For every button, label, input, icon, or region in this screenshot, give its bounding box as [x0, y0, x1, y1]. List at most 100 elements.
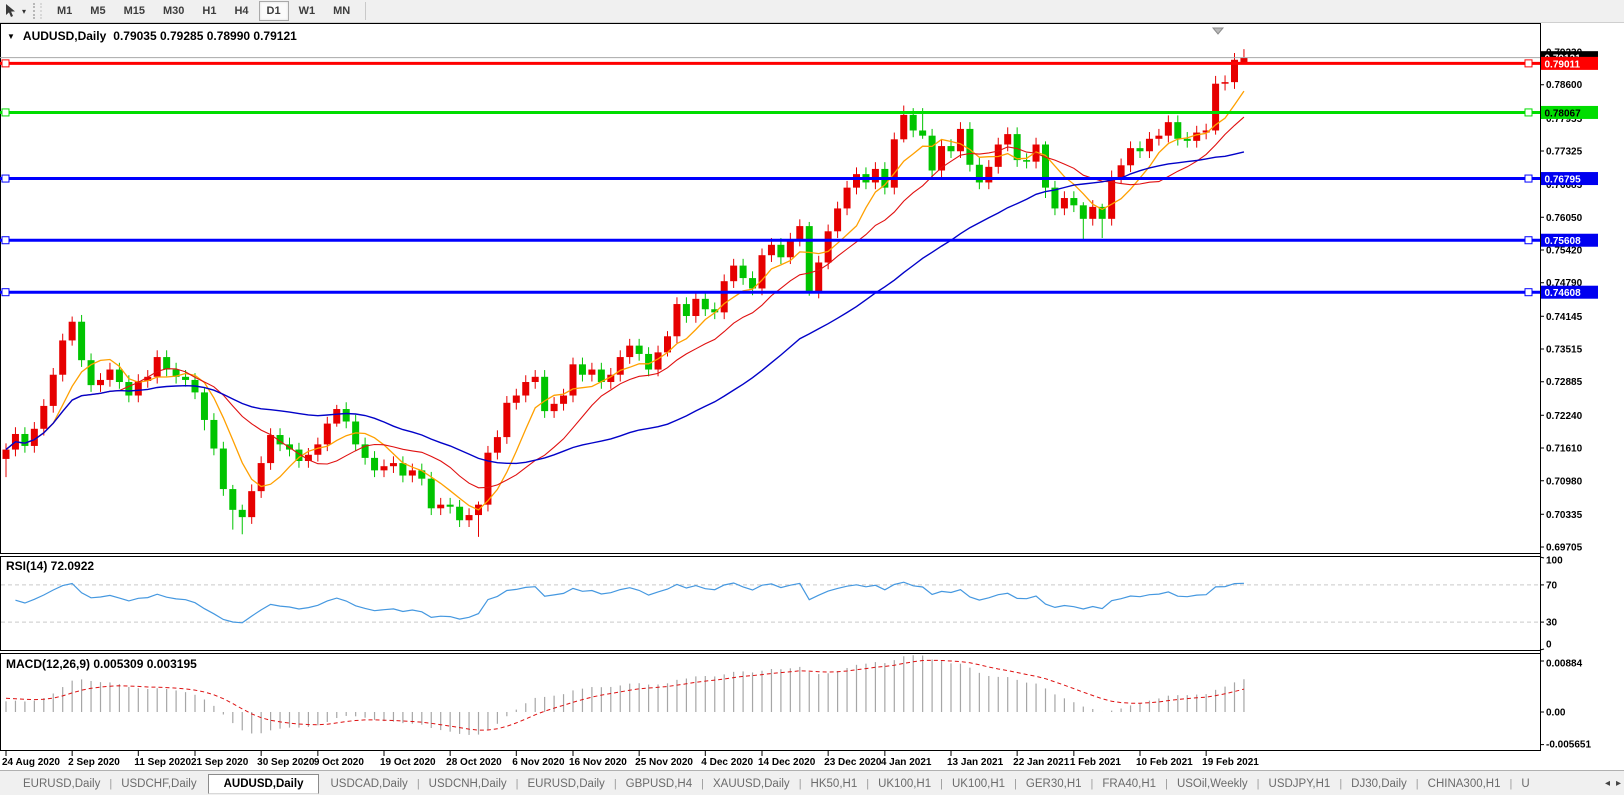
- symbol-tab-fra40-h1[interactable]: FRA40,H1: [1102, 777, 1157, 790]
- price-tick-label: 0.69705: [1546, 543, 1583, 554]
- timeframe-button-M1[interactable]: M1: [57, 5, 73, 17]
- date-label: 19 Oct 2020: [380, 757, 436, 768]
- date-label: 1 Feb 2021: [1070, 757, 1122, 768]
- symbol-tab-usdchf-daily[interactable]: USDCHF,Daily: [121, 777, 197, 790]
- date-label: 10 Feb 2021: [1136, 757, 1193, 768]
- symbol-tab-ger30-h1[interactable]: GER30,H1: [1025, 777, 1082, 790]
- date-label: 24 Aug 2020: [2, 757, 60, 768]
- support-line-blue-1-handle[interactable]: [1524, 174, 1533, 183]
- price-tick-label: 0.77955: [1546, 114, 1583, 125]
- resistance-line-red-badge: [1541, 56, 1598, 70]
- support-line-blue-2-badge: [1541, 233, 1598, 247]
- chart-ohlc-label: 0.79035 0.79285 0.78990 0.79121: [113, 29, 297, 43]
- timeframe-button-H4[interactable]: H4: [234, 5, 249, 17]
- macd-tick-label: -0.005651: [1546, 740, 1591, 751]
- price-tick-label: 0.74790: [1546, 278, 1583, 289]
- chart-tabs: EURUSD,Daily | USDCHF,Daily AUDUSD,Daily USD…: [0, 771, 1539, 795]
- symbol-tab-hk50-h1[interactable]: HK50,H1: [810, 777, 858, 790]
- tab-separator: |: [1165, 777, 1168, 790]
- macd-tick-label: 0.00: [1546, 708, 1566, 719]
- chart-canvas[interactable]: 0.792300.786000.779550.773250.766850.760…: [0, 23, 1624, 770]
- support-line-blue-2-handle[interactable]: [1524, 236, 1533, 245]
- tab-separator: |: [1256, 777, 1260, 790]
- symbol-tab-china300-h1[interactable]: CHINA300,H1: [1427, 777, 1501, 790]
- support-line-blue-1-badge: [1541, 172, 1598, 186]
- symbol-tab-eurusd-daily[interactable]: EURUSD,Daily: [23, 777, 101, 790]
- symbol-tab-u[interactable]: U: [1521, 777, 1530, 790]
- rsi-line: [15, 581, 1244, 624]
- toolbar-separator: [365, 2, 367, 20]
- tab-separator: |: [515, 777, 519, 790]
- date-label: 23 Dec 2020: [824, 757, 882, 768]
- rsi-tick-label: 0: [1546, 640, 1552, 651]
- chart-window[interactable]: 0.792300.786000.779550.773250.766850.760…: [0, 23, 1624, 770]
- timeframe-button-W1[interactable]: W1: [298, 5, 316, 17]
- timeframe-button-M15[interactable]: M15: [123, 5, 145, 17]
- chart-collapse-icon[interactable]: ▼: [7, 31, 15, 41]
- price-tick-label: 0.74145: [1546, 312, 1583, 323]
- date-label: 4 Dec 2020: [701, 757, 753, 768]
- symbol-tab-dj30-daily[interactable]: DJ30,Daily: [1351, 777, 1407, 790]
- symbol-tab-usdcnh-daily[interactable]: USDCNH,Daily: [428, 777, 507, 790]
- date-label: 30 Sep 2020: [257, 757, 315, 768]
- main-panel: [0, 23, 1541, 554]
- support-line-blue-2-handle[interactable]: [1, 236, 10, 245]
- pointer-tool-button[interactable]: ▾: [0, 1, 29, 21]
- date-label: 2 Sep 2020: [68, 757, 120, 768]
- support-line-blue-3-handle[interactable]: [1524, 288, 1533, 297]
- rsi-indicator-label: RSI(14) 72.0922: [6, 559, 95, 573]
- tab-separator: |: [1014, 777, 1017, 790]
- level-line-green-handle[interactable]: [1, 108, 10, 117]
- symbol-tab-gbpusd-h4[interactable]: GBPUSD,H4: [625, 777, 693, 790]
- timeframe-button-H1[interactable]: H1: [202, 5, 217, 17]
- support-line-blue-1-handle[interactable]: [1, 174, 10, 183]
- symbol-tab-audusd-daily[interactable]: AUDUSD,Daily: [207, 773, 320, 794]
- price-tick-label: 0.78600: [1546, 80, 1583, 91]
- price-tick-label: 0.76050: [1546, 213, 1583, 224]
- price-tick-label: 0.75420: [1546, 246, 1583, 257]
- ma-mid-red: [5, 116, 1245, 489]
- tab-separator: |: [1509, 777, 1513, 790]
- macd-indicator-label: MACD(12,26,9) 0.005309 0.003195: [6, 657, 197, 671]
- price-badge-label: 0.74608: [1545, 288, 1582, 299]
- price-badge-label: 0.76795: [1545, 175, 1582, 186]
- symbol-tab-eurusd-daily[interactable]: EURUSD,Daily: [527, 777, 605, 790]
- support-line-blue-3-handle[interactable]: [1, 288, 10, 297]
- date-label: 6 Nov 2020: [512, 757, 565, 768]
- ma-fast-orange: [5, 90, 1245, 511]
- tab-scroll-right-icon[interactable]: ▸: [1615, 778, 1621, 789]
- resistance-line-red-handle[interactable]: [1524, 59, 1533, 68]
- ma-slow-blue: [5, 151, 1245, 465]
- symbol-tab-usdjpy-h1[interactable]: USDJPY,H1: [1268, 777, 1331, 790]
- macd-tick-label: 0.00884: [1546, 659, 1583, 670]
- timeframe-button-M5[interactable]: M5: [90, 5, 106, 17]
- symbol-tab-uk100-h1[interactable]: UK100,H1: [878, 777, 932, 790]
- candlestick-series: [2, 49, 1248, 537]
- tab-separator: |: [109, 777, 113, 790]
- symbol-tab-xauusd-daily[interactable]: XAUUSD,Daily: [713, 777, 790, 790]
- chart-shift-marker-icon[interactable]: [1211, 27, 1225, 35]
- resistance-line-red-handle[interactable]: [1, 59, 10, 68]
- price-tick-label: 0.70980: [1546, 476, 1583, 487]
- symbol-tab-usdcad-daily[interactable]: USDCAD,Daily: [330, 777, 408, 790]
- toolbar: ▾ M1 M5 M15 M30 H1 H4 D1 W1 MN: [0, 0, 1624, 23]
- price-badge-label: 0.75608: [1545, 236, 1582, 247]
- symbol-tab-uk100-h1[interactable]: UK100,H1: [952, 777, 1006, 790]
- dropdown-arrow-icon[interactable]: ▾: [22, 6, 27, 16]
- toolbar-grip[interactable]: [33, 3, 43, 19]
- symbol-tab-usoil-weekly[interactable]: USOil,Weekly: [1176, 777, 1248, 790]
- timeframe-bar: M1 M5 M15 M30 H1 H4 D1 W1 MN: [48, 0, 359, 22]
- timeframe-button-D1[interactable]: D1: [258, 1, 289, 21]
- level-line-green-handle[interactable]: [1524, 108, 1533, 117]
- timeframe-button-M30[interactable]: M30: [162, 5, 185, 17]
- macd-histogram: [5, 655, 1245, 735]
- tab-separator: |: [940, 777, 943, 790]
- rsi-tick-label: 70: [1546, 580, 1558, 591]
- tab-separator: |: [866, 777, 870, 790]
- date-label: 4 Jan 2021: [881, 757, 932, 768]
- tab-scroll-left-icon[interactable]: ◂: [1604, 778, 1610, 789]
- timeframe-button-MN[interactable]: MN: [333, 5, 351, 17]
- price-tick-label: 0.73515: [1546, 345, 1583, 356]
- date-label: 21 Sep 2020: [191, 757, 249, 768]
